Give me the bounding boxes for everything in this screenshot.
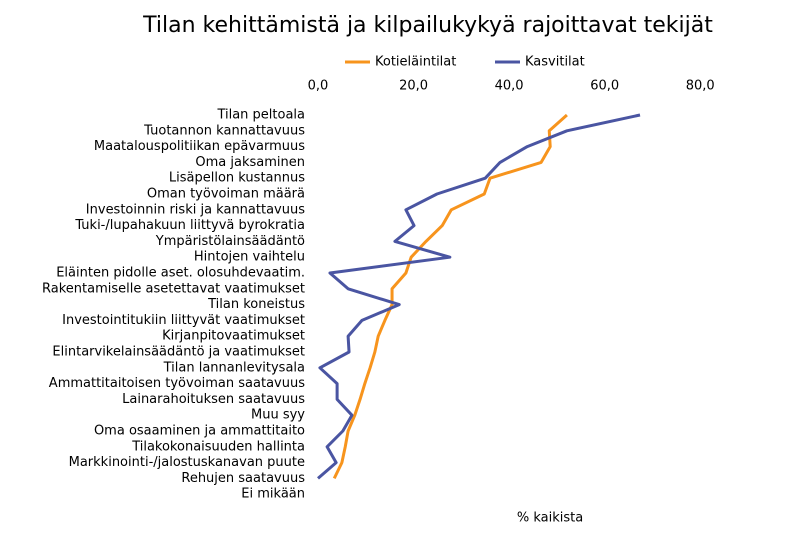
y-tick-label: Tuotannon kannattavuus: [143, 123, 305, 138]
y-tick-label: Rakentamiselle asetettavat vaatimukset: [42, 281, 305, 296]
y-tick-label: Investoinnin riski ja kannattavuus: [86, 202, 305, 217]
y-tick-label: Lainarahoituksen saatavuus: [122, 392, 305, 407]
y-tick-label: Tilan peltoala: [216, 108, 305, 123]
x-tick-label: 80,0: [686, 79, 715, 94]
y-tick-label: Ammattitaitoisen työvoiman saatavuus: [49, 376, 305, 391]
y-tick-label: Hintojen vaihtelu: [194, 250, 305, 265]
y-tick-label: Oma osaaminen ja ammattitaito: [94, 424, 305, 439]
y-tick-label: Tuki-/lupahakuun liittyvä byrokratia: [74, 218, 305, 233]
y-tick-label: Ympäristölainsäädäntö: [155, 234, 305, 249]
y-tick-label: Tilan koneistus: [207, 297, 305, 312]
y-tick-label: Oma jaksaminen: [195, 155, 305, 170]
y-tick-label: Investointitukiin liittyvät vaatimukset: [62, 313, 305, 328]
y-tick-label: Rehujen saatavuus: [181, 471, 305, 486]
x-tick-label: 20,0: [399, 79, 428, 94]
x-tick-label: 60,0: [590, 79, 619, 94]
y-tick-label: Lisäpellon kustannus: [169, 171, 305, 186]
y-tick-label: Muu syy: [251, 408, 305, 423]
y-tick-label: Maatalouspolitiikan epävarmuus: [94, 139, 305, 154]
y-tick-label: Oman työvoiman määrä: [147, 187, 305, 202]
series-line: [317, 113, 641, 480]
y-tick-label: Markkinointi-/jalostuskanavan puute: [69, 455, 305, 470]
series-line: [332, 113, 568, 480]
y-tick-label: Eläinten pidolle aset. olosuhdevaatim.: [56, 266, 305, 281]
y-tick-label: Kirjanpitovaatimukset: [162, 329, 305, 344]
y-tick-label: Tilan lannanlevitysala: [163, 360, 305, 375]
y-tick-label: Ei mikään: [241, 487, 305, 502]
y-tick-label: Tilakokonaisuuden hallinta: [131, 439, 305, 454]
x-axis-label: % kaikista: [517, 511, 583, 526]
legend-label: Kotieläintilat: [375, 55, 456, 70]
chart-title: Tilan kehittämistä ja kilpailukykyä rajo…: [142, 13, 713, 38]
y-tick-label: Elintarvikelainsäädäntö ja vaatimukset: [52, 345, 305, 360]
legend-label: Kasvitilat: [525, 55, 585, 70]
x-tick-label: 0,0: [308, 79, 329, 94]
x-tick-label: 40,0: [495, 79, 524, 94]
